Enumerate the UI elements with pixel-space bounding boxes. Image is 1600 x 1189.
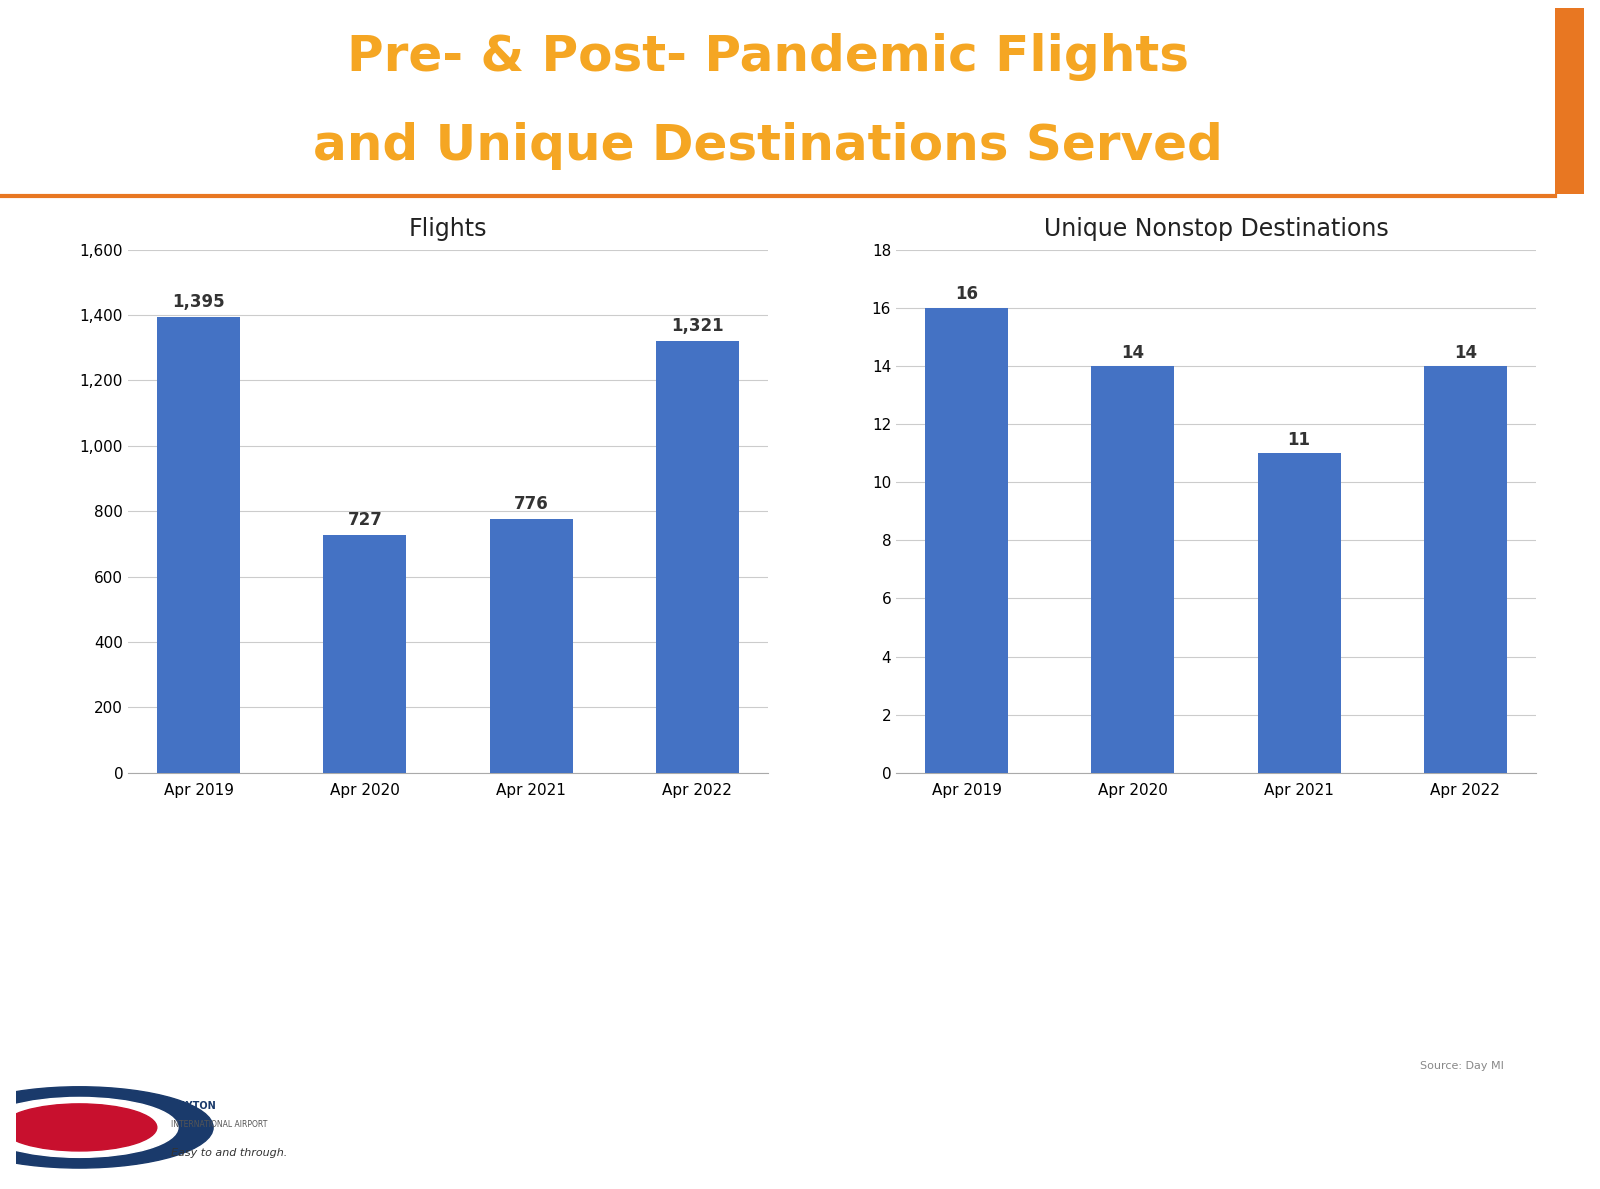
Text: Source: Day MI: Source: Day MI: [1421, 1061, 1504, 1070]
Text: Prior to the pandemic in April 2019, DAY had 16 unique nonstop destinations whic: Prior to the pandemic in April 2019, DAY…: [251, 883, 1349, 965]
Text: 16: 16: [955, 285, 978, 303]
Text: 727: 727: [347, 511, 382, 529]
Bar: [490, 520, 573, 773]
Text: and Unique Destinations Served: and Unique Destinations Served: [314, 121, 1222, 170]
Circle shape: [0, 1097, 178, 1157]
Bar: [1555, 8, 1584, 194]
Text: INTERNATIONAL AIRPORT: INTERNATIONAL AIRPORT: [171, 1120, 267, 1128]
Text: DAYTON: DAYTON: [171, 1101, 216, 1111]
Title: Unique Nonstop Destinations: Unique Nonstop Destinations: [1043, 216, 1389, 241]
Bar: [1424, 366, 1507, 773]
Text: 11: 11: [1288, 430, 1310, 448]
Title: Flights: Flights: [408, 216, 488, 241]
Text: 1,395: 1,395: [173, 292, 226, 310]
Bar: [1258, 453, 1341, 773]
Bar: [323, 535, 406, 773]
Text: Easy to and through.: Easy to and through.: [171, 1149, 286, 1158]
Bar: [1091, 366, 1174, 773]
Text: Pre- & Post- Pandemic Flights: Pre- & Post- Pandemic Flights: [347, 32, 1189, 81]
Bar: [656, 341, 739, 773]
Text: 14: 14: [1454, 344, 1477, 361]
Bar: [157, 316, 240, 773]
Circle shape: [2, 1103, 157, 1151]
Text: 1,321: 1,321: [670, 317, 723, 335]
Text: 776: 776: [514, 496, 549, 514]
Bar: [925, 308, 1008, 773]
Text: 14: 14: [1122, 344, 1144, 361]
Circle shape: [0, 1087, 213, 1168]
